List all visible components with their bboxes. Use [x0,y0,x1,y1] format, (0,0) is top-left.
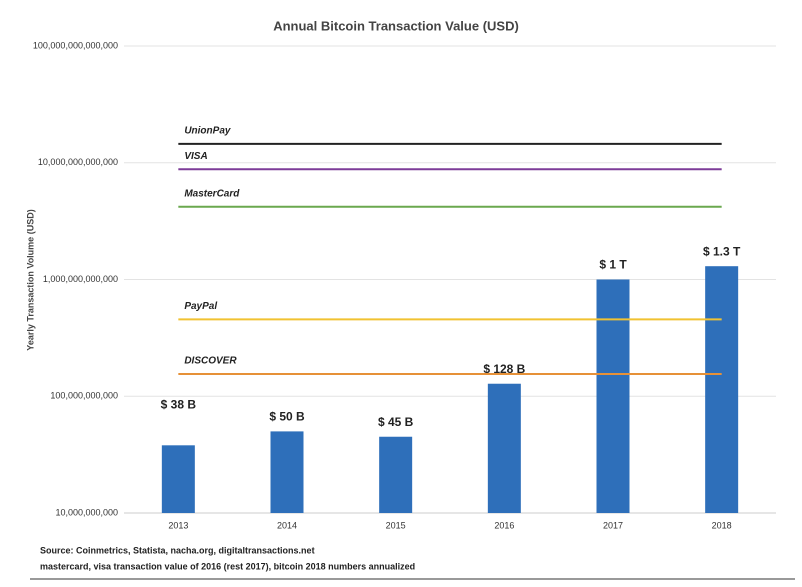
source-note: mastercard, visa transaction value of 20… [40,561,415,571]
x-tick-label: 2014 [277,520,297,530]
reference-line-label: MasterCard [184,188,240,199]
bar [161,445,195,513]
value-label: $ 38 B [161,397,197,411]
value-label: $ 50 B [269,410,305,424]
y-tick-label: 10,000,000,000,000 [38,157,118,167]
reference-line-label: VISA [184,151,207,162]
y-tick-label: 100,000,000,000 [50,391,118,401]
x-tick-label: 2018 [712,520,732,530]
value-label: $ 1.3 T [703,244,741,258]
y-tick-label: 1,000,000,000,000 [43,274,118,284]
reference-line-label: DISCOVER [184,356,237,367]
x-tick-label: 2016 [494,520,514,530]
y-tick-label: 100,000,000,000,000 [33,40,118,50]
source-note: Source: Coinmetrics, Statista, nacha.org… [40,545,315,555]
bar [705,266,739,513]
reference-line-label: UnionPay [184,126,231,137]
y-tick-label: 10,000,000,000 [55,507,118,517]
x-tick-label: 2015 [386,520,406,530]
x-tick-label: 2017 [603,520,623,530]
bar [487,383,521,513]
bar [270,431,304,513]
x-tick-label: 2013 [168,520,188,530]
bar [379,436,413,513]
value-label: $ 1 T [599,258,627,272]
bar [596,279,630,513]
value-label: $ 128 B [483,362,525,376]
value-label: $ 45 B [378,415,414,429]
reference-line-label: PayPal [184,301,217,312]
y-axis-label: Yearly Transaction Volume (USD) [25,209,35,350]
chart-title: Annual Bitcoin Transaction Value (USD) [273,18,519,33]
